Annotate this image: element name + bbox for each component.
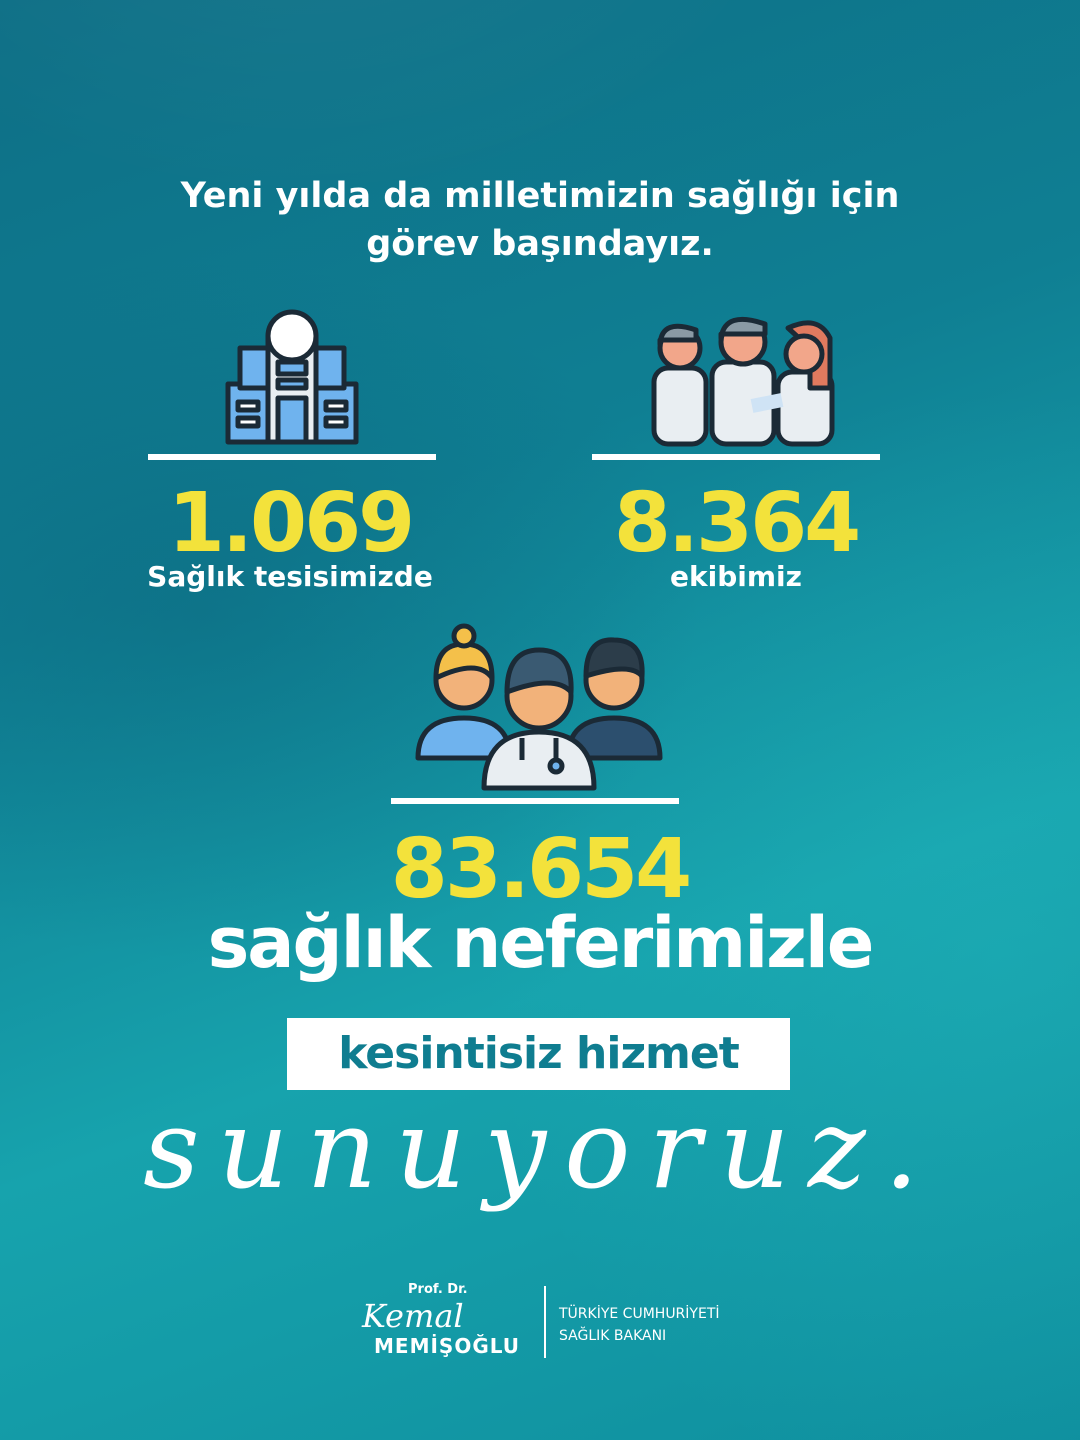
stat-value-facilities: 1.069 xyxy=(167,476,415,571)
highlight-banner: kesintisiz hizmet xyxy=(287,1018,790,1090)
signature-title: Prof. Dr. xyxy=(408,1282,468,1297)
divider xyxy=(391,798,679,804)
divider xyxy=(148,454,436,460)
organization: TÜRKİYE CUMHURİYETİ SAĞLIK BAKANI xyxy=(559,1303,720,1347)
signature-divider xyxy=(544,1286,546,1358)
medical-team-icon xyxy=(651,316,835,447)
closing-script-text: sunuyoruz. xyxy=(143,1085,937,1213)
stat-label-facilities: Sağlık tesisimizde xyxy=(147,560,433,593)
signature-first-name: Kemal xyxy=(362,1297,464,1335)
headline: Yeni yılda da milletimizin sağlığı için … xyxy=(0,172,1080,268)
stat-label-personnel: sağlık neferimizle xyxy=(207,902,875,984)
hospital-icon xyxy=(225,309,359,445)
headline-line-2: görev başındayız. xyxy=(366,224,714,264)
stat-value-personnel: 83.654 xyxy=(390,822,692,917)
signature-logo: Prof. Dr. Kemal MEMİŞOĞLU xyxy=(358,1282,538,1358)
organization-line-2: SAĞLIK BAKANI xyxy=(559,1328,667,1344)
stat-label-teams: ekibimiz xyxy=(670,560,802,593)
headline-line-1: Yeni yılda da milletimizin sağlığı için xyxy=(180,176,900,216)
signature-last-name: MEMİŞOĞLU xyxy=(374,1334,521,1358)
divider xyxy=(592,454,880,460)
stat-value-teams: 8.364 xyxy=(613,476,861,571)
healthcare-workers-icon xyxy=(415,623,663,791)
organization-line-1: TÜRKİYE CUMHURİYETİ xyxy=(559,1306,720,1322)
